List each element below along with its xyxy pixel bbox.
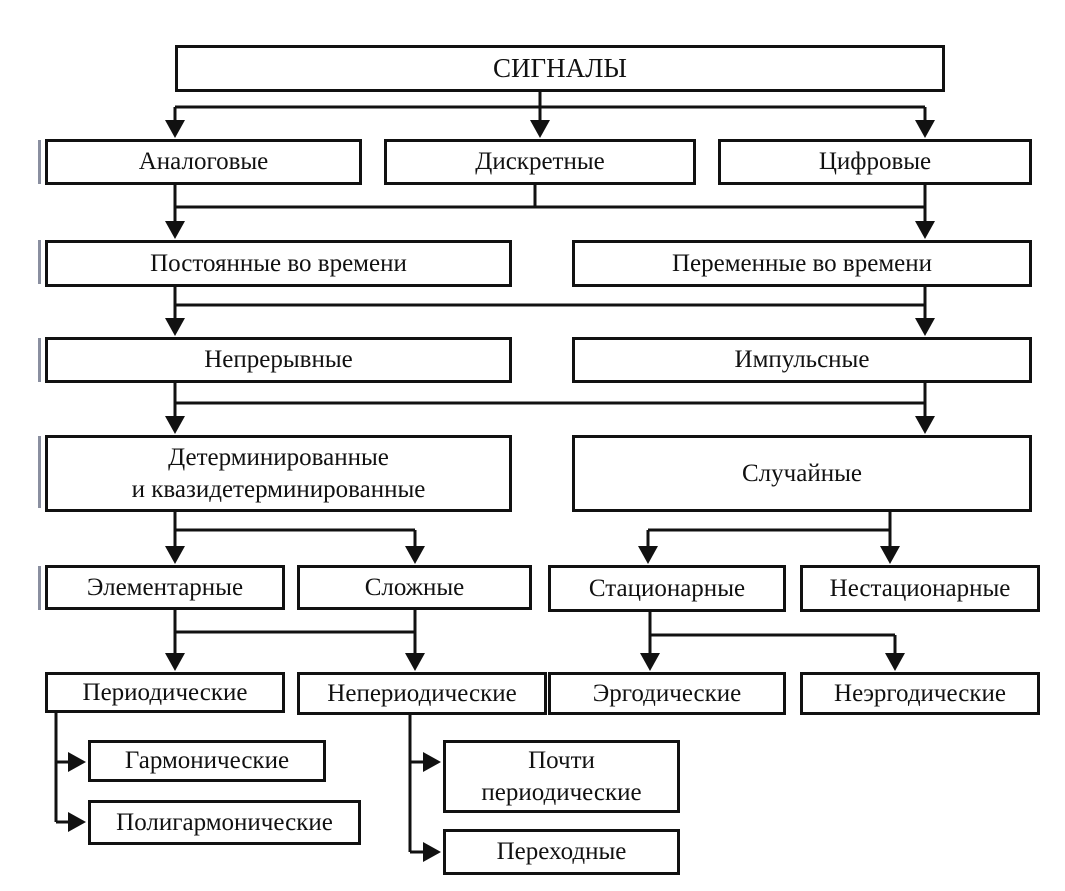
node-pulse: Импульсные	[572, 337, 1032, 383]
node-complex: Сложные	[297, 565, 532, 610]
node-continuous: Непрерывные	[45, 337, 512, 383]
edge-mark	[38, 338, 41, 382]
node-harmonic: Гармонические	[88, 740, 326, 782]
node-signals: СИГНАЛЫ	[175, 45, 945, 92]
node-deterministic: Детерминированные и квазидетерминированн…	[45, 435, 512, 512]
node-nonperiodic: Непериодические	[297, 672, 547, 715]
node-discrete: Дискретные	[384, 139, 696, 185]
node-random: Случайные	[572, 435, 1032, 512]
node-constant-in-time: Постоянные во времени	[45, 240, 512, 287]
edge-mark	[38, 140, 41, 184]
node-nonstationary: Нестационарные	[800, 565, 1040, 612]
edge-mark	[38, 566, 41, 610]
node-elementary: Элементарные	[45, 565, 285, 610]
node-digital: Цифровые	[718, 139, 1032, 185]
node-transient: Переходные	[443, 829, 680, 875]
node-nonergodic: Неэргодические	[800, 672, 1040, 715]
node-analog: Аналоговые	[45, 139, 362, 185]
node-ergodic: Эргодические	[548, 672, 786, 715]
node-variable-in-time: Переменные во времени	[572, 240, 1032, 287]
node-almost-periodic: Почти периодические	[443, 740, 680, 813]
node-periodic: Периодические	[45, 672, 285, 713]
node-polyharmonic: Полигармонические	[88, 800, 361, 845]
edge-mark	[38, 436, 41, 508]
edge-mark	[38, 240, 41, 284]
node-stationary: Стационарные	[548, 565, 786, 612]
